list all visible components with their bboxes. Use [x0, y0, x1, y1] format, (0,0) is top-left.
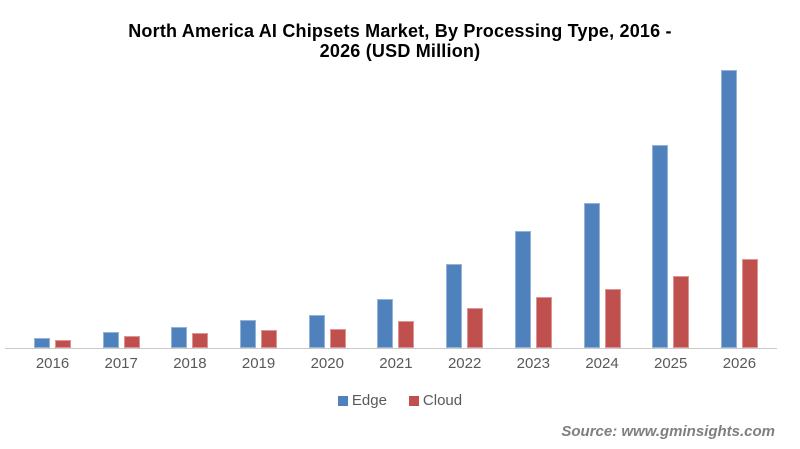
bar-group-2021	[377, 299, 415, 348]
cloud-bar-2021	[398, 321, 415, 348]
edge-bar-2023	[514, 231, 531, 348]
edge-bar-2021	[377, 299, 394, 348]
chart-title-line2: 2026 (USD Million)	[319, 41, 481, 61]
x-axis-label-2026: 2026	[722, 355, 757, 372]
cloud-bar-2025	[673, 276, 690, 348]
x-axis-line	[5, 348, 777, 349]
cloud-legend-swatch-icon	[408, 395, 419, 406]
edge-bar-2016	[34, 338, 50, 348]
bar-group-2020	[308, 315, 346, 348]
x-axis-label-2020: 2020	[310, 355, 344, 372]
x-axis-label-2016: 2016	[35, 355, 70, 372]
bar-group-2022	[446, 264, 484, 348]
cloud-bar-2017	[123, 336, 140, 348]
edge-bar-2017	[102, 332, 119, 348]
cloud-bar-2023	[535, 297, 552, 348]
chart-title: North America AI Chipsets Market, By Pro…	[0, 21, 800, 61]
x-axis-label-2024: 2024	[585, 355, 619, 372]
plot-area	[34, 70, 758, 348]
bar-group-2023	[514, 231, 552, 348]
bar-group-2017	[102, 332, 140, 348]
bar-group-2025	[652, 145, 690, 348]
x-axis-label-2023: 2023	[516, 355, 550, 372]
edge-bar-2026	[720, 70, 737, 348]
legend: Edge Cloud	[0, 392, 800, 409]
edge-bar-2019	[240, 320, 257, 348]
edge-bar-2020	[308, 315, 325, 348]
edge-bar-2018	[171, 327, 188, 348]
bar-group-2024	[583, 203, 621, 348]
cloud-bar-2026	[741, 259, 758, 348]
cloud-bar-2019	[261, 330, 278, 348]
edge-legend-swatch-icon	[337, 395, 348, 406]
edge-bar-2025	[652, 145, 669, 348]
cloud-bar-2018	[192, 333, 209, 348]
legend-item-edge: Edge	[337, 392, 387, 409]
cloud-bar-2016	[55, 340, 71, 348]
legend-label-cloud: Cloud	[422, 392, 463, 409]
edge-bar-2024	[583, 203, 600, 348]
x-axis-label-2025: 2025	[654, 355, 688, 372]
edge-bar-2022	[446, 264, 463, 348]
bar-group-2026	[720, 70, 758, 348]
bar-group-2019	[240, 320, 278, 348]
x-axis-label-2018: 2018	[173, 355, 207, 372]
cloud-bar-2022	[467, 308, 484, 348]
legend-item-cloud: Cloud	[408, 392, 463, 409]
x-axis-label-2017: 2017	[104, 355, 138, 372]
chart-title-line1: North America AI Chipsets Market, By Pro…	[128, 21, 672, 41]
source-credit: Source: www.gminsights.com	[561, 423, 775, 440]
cloud-bar-2024	[604, 289, 621, 348]
bar-group-2018	[171, 327, 209, 348]
cloud-bar-2020	[329, 329, 346, 348]
bar-group-2016	[34, 338, 71, 348]
x-axis-label-2021: 2021	[379, 355, 413, 372]
legend-label-edge: Edge	[351, 392, 387, 409]
x-axis-label-2019: 2019	[241, 355, 276, 372]
x-axis-labels: 2016 2017 2018 2019 2020 2021 2022 2023 2024 2025…	[34, 355, 758, 372]
x-axis-label-2022: 2022	[447, 355, 482, 372]
